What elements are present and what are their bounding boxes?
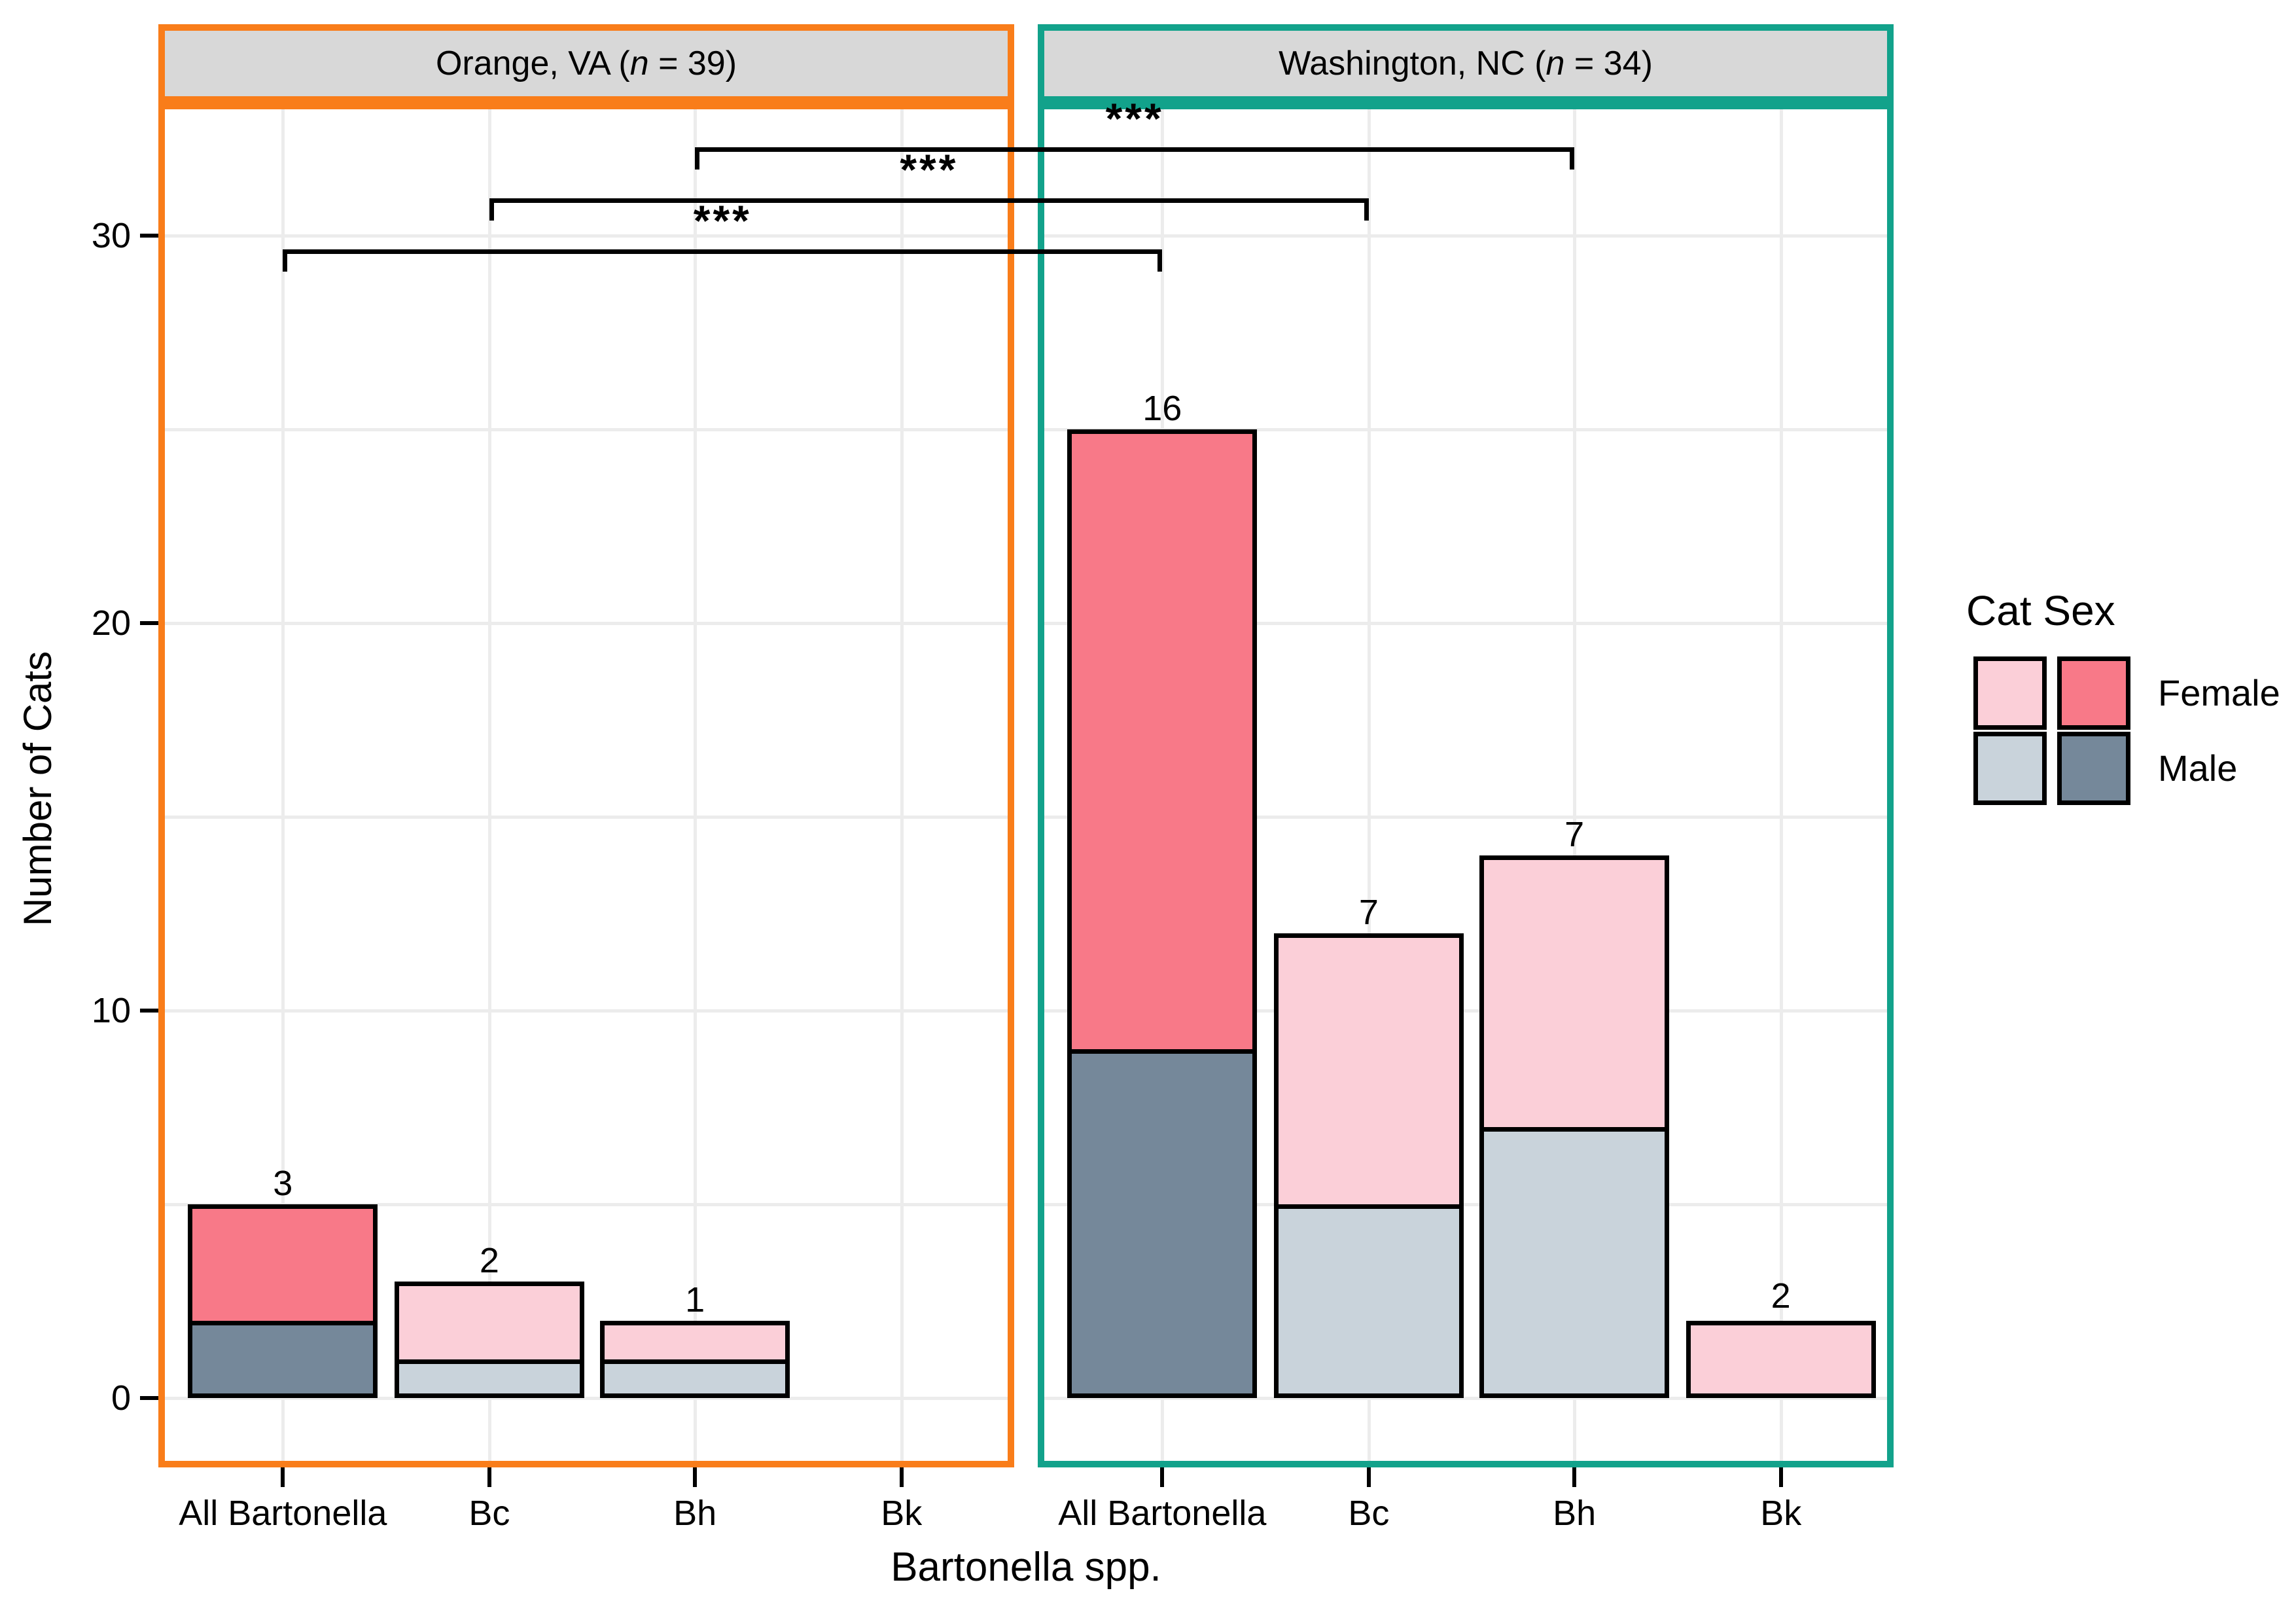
x-axis-tick: [1778, 1467, 1783, 1487]
gridline-horizontal: [165, 1203, 1008, 1206]
gridline-vertical: [1779, 109, 1783, 1461]
x-tick-label: All Bartonella: [1058, 1494, 1267, 1533]
gridline-vertical: [1367, 109, 1371, 1461]
y-tick-label: 20: [91, 603, 131, 643]
gridline-horizontal: [1044, 1203, 1887, 1206]
legend-swatch-male-light: [1973, 732, 2047, 805]
bar-segment-male: [188, 1320, 378, 1398]
bar-segment-female: [1273, 933, 1464, 1209]
gridline-horizontal: [1044, 1397, 1887, 1400]
significance-stars: ***: [900, 145, 959, 194]
gridline-horizontal: [165, 1397, 1008, 1400]
y-tick-label: 10: [91, 991, 131, 1030]
x-tick-label: All Bartonella: [179, 1494, 387, 1533]
bar-segment-male: [1479, 1126, 1670, 1398]
x-tick-label: Bk: [881, 1494, 923, 1533]
bar-count-label: 7: [1564, 815, 1585, 855]
legend-title: Cat Sex: [1966, 587, 2115, 634]
significance-bracket: [489, 198, 1369, 221]
bar-segment-female: [1479, 855, 1670, 1132]
bar-segment-female: [1067, 429, 1258, 1054]
facet-strip-label: Washington, NC (n = 34): [1279, 45, 1653, 82]
strip-n-italic: n: [629, 45, 649, 82]
facet-strip: [1038, 24, 1894, 103]
y-tick-label: 30: [91, 216, 131, 255]
y-axis-tick: [140, 621, 158, 625]
bar-segment-female: [188, 1204, 378, 1325]
significance-stars: ***: [1105, 94, 1164, 143]
bar-segment-male: [1273, 1204, 1464, 1398]
y-axis-tick: [140, 1009, 158, 1013]
gridline-horizontal: [165, 1009, 1008, 1013]
gridline-horizontal: [1044, 816, 1887, 819]
y-axis-tick: [140, 1396, 158, 1400]
x-axis-tick: [281, 1467, 285, 1487]
gridline-vertical: [281, 109, 285, 1461]
x-axis-tick: [899, 1467, 904, 1487]
x-axis-tick: [1572, 1467, 1577, 1487]
bar-segment-female: [1686, 1320, 1876, 1398]
gridline-horizontal: [1044, 234, 1887, 238]
x-tick-label: Bc: [468, 1494, 510, 1533]
legend-entry-label: Female: [2158, 672, 2280, 713]
gridline-horizontal: [165, 816, 1008, 819]
x-tick-label: Bh: [673, 1494, 717, 1533]
y-axis-tick: [140, 234, 158, 238]
gridline-horizontal: [1044, 1009, 1887, 1013]
y-tick-label: 0: [111, 1378, 131, 1418]
significance-bracket: [283, 249, 1163, 272]
gridline-vertical: [900, 109, 904, 1461]
gridline-vertical: [1573, 109, 1577, 1461]
gridline-horizontal: [165, 622, 1008, 625]
bar-count-label: 3: [273, 1164, 293, 1203]
bar-segment-male: [600, 1359, 790, 1398]
x-axis-tick: [693, 1467, 698, 1487]
significance-stars: ***: [693, 196, 752, 245]
bar-segment-female: [600, 1320, 790, 1364]
bar-segment-male: [394, 1359, 584, 1398]
facet-strip-label: Orange, VA (n = 39): [435, 45, 737, 82]
gridline-horizontal: [165, 428, 1008, 431]
bar-segment-female: [394, 1282, 584, 1364]
x-axis-tick: [1160, 1467, 1165, 1487]
legend-entry-label: Male: [2158, 747, 2238, 789]
x-axis-title: Bartonella spp.: [891, 1545, 1161, 1590]
legend-swatch-male-dark: [2057, 732, 2130, 805]
x-tick-label: Bk: [1760, 1494, 1802, 1533]
bar-count-label: 16: [1142, 389, 1182, 428]
significance-bracket: [695, 147, 1575, 170]
bar-count-label: 2: [1771, 1276, 1791, 1316]
bar-count-label: 7: [1358, 892, 1379, 932]
gridline-horizontal: [1044, 428, 1887, 431]
strip-n-italic: n: [1545, 45, 1565, 82]
facet-strip: [158, 24, 1014, 103]
gridline-vertical: [694, 109, 698, 1461]
gridline-horizontal: [165, 234, 1008, 238]
gridline-vertical: [487, 109, 491, 1461]
gridline-horizontal: [1044, 622, 1887, 625]
x-axis-tick: [487, 1467, 491, 1487]
legend-swatch-female-dark: [2057, 656, 2130, 730]
bar-count-label: 1: [685, 1280, 705, 1319]
legend-swatch-female-light: [1973, 656, 2047, 730]
bar-segment-male: [1067, 1049, 1258, 1398]
x-axis-tick: [1366, 1467, 1371, 1487]
x-tick-label: Bh: [1553, 1494, 1597, 1533]
bar-count-label: 2: [479, 1241, 499, 1281]
x-tick-label: Bc: [1348, 1494, 1390, 1533]
